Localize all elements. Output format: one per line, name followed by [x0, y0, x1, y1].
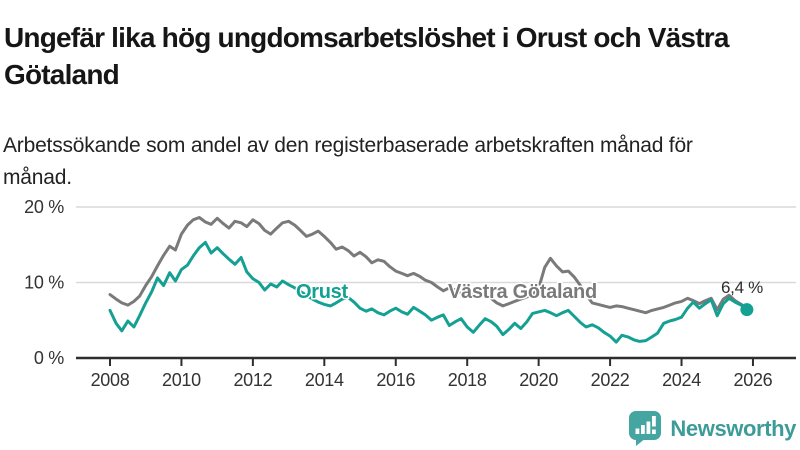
chart-subtitle: Arbetssökande som andel av den registerb… [3, 134, 693, 189]
x-axis-tick-label: 2014 [305, 370, 344, 390]
x-axis-labels: 2008 2010 2012 2014 2016 2018 2020 2022 2024 2026 [91, 370, 773, 390]
x-axis-tick-label: 2016 [376, 370, 415, 390]
page-title: Ungefär lika hög ungdomsarbetslöshet i O… [4, 21, 729, 90]
vastra-gotaland-series-label: Västra Götaland [448, 281, 597, 303]
newsworthy-wordmark: Newsworthy [670, 415, 796, 441]
y-axis-labels: 0 % 10 % 20 % [24, 197, 64, 368]
x-axis-tick-label: 2008 [91, 370, 130, 390]
line-chart: 2008 2010 2012 2014 2016 2018 2020 2022 2024 2026… [24, 197, 796, 390]
x-axis-tick-label: 2010 [162, 370, 201, 390]
orust-end-dot [740, 303, 754, 317]
series-line-v-stra-g-taland [108, 216, 749, 315]
x-axis-tick-label: 2012 [233, 370, 272, 390]
x-axis-tick-label: 2026 [734, 370, 773, 390]
logo-bar-chart-glyph [635, 416, 657, 434]
y-axis-tick-label: 10 % [24, 272, 64, 292]
y-axis-tick-label: 0 % [34, 348, 64, 368]
x-axis-tick-label: 2024 [662, 370, 701, 390]
series-line-orust [108, 240, 749, 344]
x-axis-ticks [109, 358, 754, 366]
x-axis-tick-label: 2018 [448, 370, 487, 390]
end-value-annotation: 6,4 % [721, 278, 763, 297]
x-axis-tick-label: 2022 [591, 370, 630, 390]
y-axis-tick-label: 20 % [24, 197, 64, 217]
orust-series-label: Orust [296, 281, 348, 303]
newsworthy-logo-icon [629, 411, 662, 446]
series-lines [108, 216, 749, 344]
gridlines [76, 206, 796, 284]
newsworthy-logo: Newsworthy [628, 411, 796, 446]
chart-area: 2008 2010 2012 2014 2016 2018 2020 2022 2024 2026… [0, 185, 800, 400]
x-axis-tick-label: 2020 [519, 370, 558, 390]
